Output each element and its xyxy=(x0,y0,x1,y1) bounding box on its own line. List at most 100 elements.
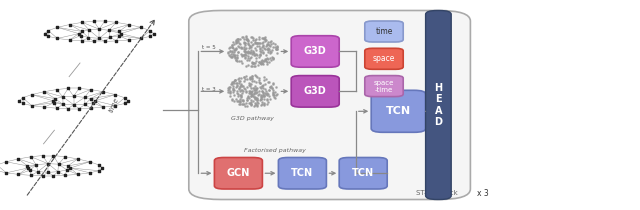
Point xyxy=(248,61,258,64)
Point xyxy=(256,51,266,54)
Point xyxy=(246,102,256,105)
FancyBboxPatch shape xyxy=(339,158,387,189)
FancyBboxPatch shape xyxy=(371,90,426,132)
Point xyxy=(248,86,259,90)
Point xyxy=(262,92,273,95)
Point xyxy=(259,93,269,97)
Point xyxy=(227,82,237,85)
Point xyxy=(246,98,256,102)
Point xyxy=(252,53,262,56)
Point xyxy=(253,92,264,95)
Point xyxy=(268,93,278,97)
Point xyxy=(13,173,24,176)
Point xyxy=(264,97,275,100)
Point xyxy=(231,40,241,43)
Point xyxy=(243,37,253,41)
Point xyxy=(230,39,241,43)
Point xyxy=(240,87,250,91)
Point xyxy=(244,51,255,55)
Point xyxy=(267,55,277,59)
Point xyxy=(257,59,268,62)
Point xyxy=(253,94,263,97)
Point xyxy=(225,55,235,58)
Point xyxy=(244,89,254,93)
FancyBboxPatch shape xyxy=(365,76,403,97)
Point xyxy=(223,88,233,92)
Point xyxy=(266,39,276,43)
Point xyxy=(267,48,277,51)
Point xyxy=(259,98,269,101)
Point xyxy=(241,38,252,41)
Point xyxy=(243,38,253,42)
Point xyxy=(248,94,258,98)
Point xyxy=(1,171,12,175)
Point xyxy=(243,55,253,58)
FancyBboxPatch shape xyxy=(426,10,451,199)
Point xyxy=(248,92,259,95)
Point xyxy=(272,47,282,51)
Point xyxy=(257,85,267,88)
Text: x 3: x 3 xyxy=(477,189,488,198)
Point xyxy=(234,87,244,90)
Point xyxy=(227,54,237,57)
Point xyxy=(231,47,241,51)
Point xyxy=(228,87,238,90)
Point xyxy=(246,76,257,79)
Point xyxy=(79,96,90,99)
Point xyxy=(242,37,252,41)
Point xyxy=(268,88,278,92)
Point xyxy=(65,38,75,42)
Point xyxy=(247,60,257,64)
Point xyxy=(257,89,268,93)
Point xyxy=(1,160,12,163)
Point xyxy=(236,54,246,57)
Point xyxy=(233,50,243,54)
Point xyxy=(251,56,261,60)
Point xyxy=(241,46,252,49)
Point xyxy=(43,162,53,165)
Point xyxy=(259,37,269,41)
Point xyxy=(248,86,258,90)
Point xyxy=(261,57,271,60)
Point xyxy=(247,74,257,78)
Point xyxy=(264,80,274,83)
FancyBboxPatch shape xyxy=(291,36,339,67)
Point xyxy=(260,47,271,50)
Point xyxy=(271,47,281,50)
Point xyxy=(233,39,243,42)
Point xyxy=(238,90,248,93)
Point xyxy=(74,87,84,90)
Point xyxy=(262,43,272,47)
Text: space: space xyxy=(373,54,395,63)
Point xyxy=(225,45,235,49)
Point xyxy=(232,37,242,40)
Point xyxy=(245,56,255,60)
Point xyxy=(233,44,243,47)
Point xyxy=(58,103,68,106)
Point xyxy=(240,104,250,107)
Point xyxy=(243,96,253,99)
Point xyxy=(228,52,239,55)
Point xyxy=(235,42,245,46)
Point xyxy=(114,34,124,38)
Point xyxy=(48,99,58,102)
Point xyxy=(51,106,61,110)
Point xyxy=(255,81,266,85)
Text: TCN: TCN xyxy=(291,168,314,178)
Point xyxy=(230,46,241,50)
Point xyxy=(239,76,250,79)
Point xyxy=(243,56,253,60)
Point xyxy=(242,96,252,100)
Point xyxy=(252,44,262,47)
Point xyxy=(265,56,275,60)
Point xyxy=(27,104,37,107)
Point xyxy=(255,42,265,45)
Point xyxy=(252,104,262,108)
Point xyxy=(246,49,256,52)
Point xyxy=(237,99,248,102)
Point xyxy=(250,96,260,99)
Point xyxy=(248,38,258,42)
Point xyxy=(51,88,61,91)
Point xyxy=(246,91,256,94)
Point xyxy=(259,94,269,98)
